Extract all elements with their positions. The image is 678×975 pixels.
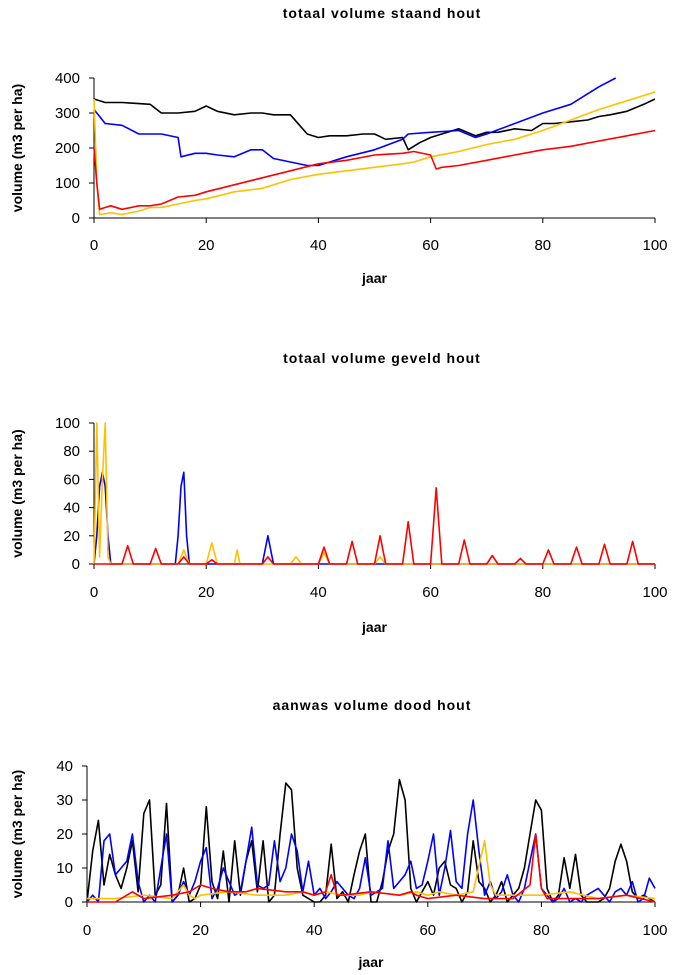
series-line-dood-4: [87, 833, 656, 903]
x-axis-label-dood: jaar: [358, 954, 384, 970]
x-tick-label: 40: [306, 922, 323, 939]
series-line-staand-3: [93, 91, 656, 216]
y-axis-label-geveld: volume (m3 per ha): [9, 429, 25, 557]
chart-title-dood: aanwas volume dood hout: [273, 697, 472, 713]
y-tick-label: 30: [56, 792, 73, 809]
y-tick-label: 20: [56, 826, 73, 843]
y-tick-label: 40: [63, 500, 80, 517]
y-tick-label: 0: [65, 894, 73, 911]
chart-title-staand: totaal volume staand hout: [283, 5, 481, 21]
x-tick-label: 20: [192, 922, 209, 939]
chart-svg-staand: totaal volume staand hout volume (m3 per …: [9, 5, 668, 286]
x-tick-label: 0: [90, 237, 98, 254]
x-tick-label: 0: [83, 922, 91, 939]
x-tick-label: 100: [642, 237, 667, 254]
x-tick-label: 40: [310, 584, 327, 601]
y-tick-label: 0: [72, 556, 80, 573]
y-tick-label: 40: [56, 758, 73, 775]
series-line-staand-1: [93, 98, 656, 151]
x-tick-label: 0: [90, 584, 98, 601]
x-tick-label: 20: [198, 237, 215, 254]
y-tick-label: 300: [55, 105, 80, 122]
series-line-geveld-3: [94, 487, 655, 565]
chart-panel-dood: aanwas volume dood hout volume (m3 per ha…: [0, 690, 678, 975]
x-tick-label: 100: [642, 922, 667, 939]
chart-title-geveld: totaal volume geveld hout: [283, 350, 481, 366]
y-tick-label: 60: [63, 471, 80, 488]
y-axis-label-dood: volume (m3 per ha): [9, 770, 25, 898]
y-tick-label: 400: [55, 70, 80, 87]
chart-panel-staand: totaal volume staand hout volume (m3 per …: [0, 0, 678, 320]
x-tick-label: 60: [419, 922, 436, 939]
x-tick-label: 80: [534, 237, 551, 254]
y-tick-label: 200: [55, 140, 80, 157]
y-tick-label: 100: [55, 415, 80, 432]
x-tick-label: 40: [310, 237, 327, 254]
y-tick-label: 100: [55, 175, 80, 192]
series-line-geveld-1: [93, 471, 655, 565]
x-axis-label-geveld: jaar: [361, 619, 387, 635]
series-line-dood-1: [86, 778, 656, 903]
y-tick-label: 0: [72, 210, 80, 227]
series-line-staand-2: [93, 77, 617, 167]
y-axis-label-staand: volume (m3 per ha): [9, 84, 25, 212]
chart-svg-dood: aanwas volume dood hout volume (m3 per ha…: [9, 697, 668, 970]
x-tick-label: 60: [422, 237, 439, 254]
x-axis-label-staand: jaar: [361, 270, 387, 286]
series-line-dood-3: [87, 840, 656, 900]
x-tick-label: 80: [533, 922, 550, 939]
series-line-staand-4: [93, 129, 656, 211]
x-tick-label: 20: [198, 584, 215, 601]
x-tick-label: 100: [642, 584, 667, 601]
chart-panel-geveld: totaal volume geveld hout volume (m3 per …: [0, 340, 678, 650]
x-tick-label: 60: [422, 584, 439, 601]
x-tick-label: 80: [534, 584, 551, 601]
y-tick-label: 10: [56, 860, 73, 877]
chart-svg-geveld: totaal volume geveld hout volume (m3 per …: [9, 350, 668, 635]
y-tick-label: 80: [63, 443, 80, 460]
y-tick-label: 20: [63, 528, 80, 545]
